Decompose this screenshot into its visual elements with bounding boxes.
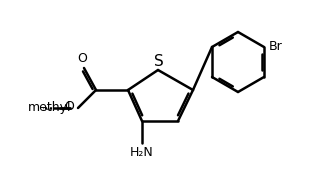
Text: O: O bbox=[77, 51, 87, 64]
Text: methyl: methyl bbox=[20, 102, 54, 112]
Text: O: O bbox=[64, 101, 74, 114]
Text: S: S bbox=[154, 54, 164, 69]
Text: Br: Br bbox=[269, 40, 283, 53]
Text: methyl: methyl bbox=[28, 101, 72, 114]
Text: methyl: methyl bbox=[20, 102, 54, 112]
Text: H₂N: H₂N bbox=[130, 145, 154, 158]
